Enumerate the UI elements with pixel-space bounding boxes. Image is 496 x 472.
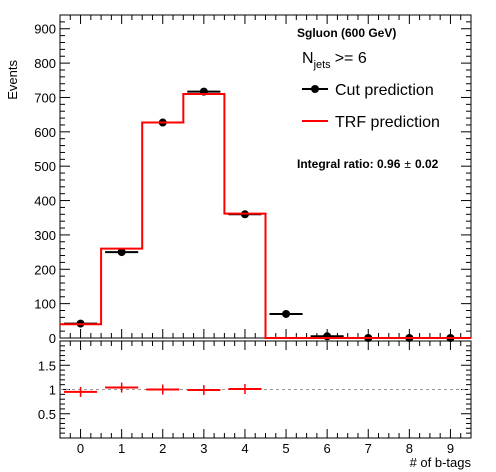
y-axis-title: Events [5,60,20,100]
x-tick-label: 0 [77,441,84,456]
cut-prediction-point [323,332,332,341]
main-y-tick-label: 200 [34,262,56,277]
x-tick-label: 1 [118,441,125,456]
x-axis-title: # of b-tags [410,455,472,470]
legend-cut-label: Cut prediction [335,82,434,99]
x-tick-label: 3 [200,441,207,456]
x-tick-label: 4 [241,441,248,456]
main-y-tick-label: 800 [34,56,56,71]
legend-trf-label: TRF prediction [335,114,440,131]
sample-label: Sgluon (600 GeV) [297,26,396,40]
main-y-tick-label: 100 [34,297,56,312]
njets-label: Njets >= 6 [302,50,367,71]
legend-cut-marker [311,85,319,93]
ratio-y-tick-label: 1.5 [38,358,56,373]
main-y-tick-label: 600 [34,125,56,140]
main-y-tick-label: 400 [34,194,56,209]
main-y-tick-label: 300 [34,228,56,243]
x-tick-label: 2 [159,441,166,456]
main-y-tick-label: 700 [34,90,56,105]
main-y-tick-label: 500 [34,159,56,174]
x-tick-label: 5 [282,441,289,456]
x-tick-label: 6 [324,441,331,456]
cut-prediction-point [117,248,126,257]
trf-prediction-step [60,93,471,339]
x-tick-label: 7 [365,441,372,456]
ratio-y-tick-label: 0.5 [38,407,56,422]
x-tick-label: 8 [406,441,413,456]
cut-prediction-point [282,309,291,318]
ratio-y-tick-label: 1 [49,383,56,398]
main-y-tick-label: 900 [34,22,56,37]
x-tick-label: 9 [447,441,454,456]
integral-ratio-label: Integral ratio: 0.96 ±0.02 [297,157,439,171]
main-y-tick-label: 0 [49,331,56,346]
